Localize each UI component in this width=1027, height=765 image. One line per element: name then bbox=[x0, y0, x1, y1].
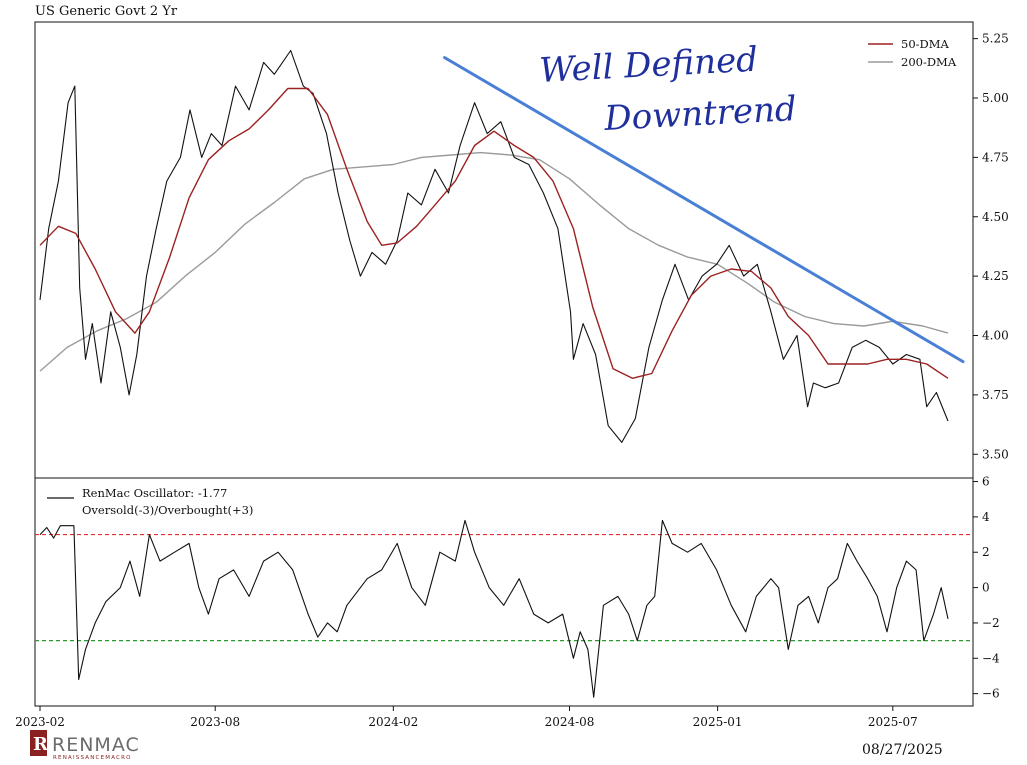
series-line-200-dma bbox=[39, 151, 949, 372]
osc-y-tick-label: 0 bbox=[982, 581, 990, 595]
logo-name: RENMAC bbox=[52, 734, 140, 756]
oscillator-legend: RenMac Oscillator: -1.77 Oversold(-3)/Ov… bbox=[47, 486, 253, 517]
x-tick-label: 2023-02 bbox=[15, 715, 65, 729]
y-tick-label: 4.25 bbox=[982, 269, 1009, 283]
x-tick-label: 2025-07 bbox=[868, 715, 918, 729]
osc-y-tick-label: 6 bbox=[982, 475, 990, 489]
osc-y-tick-label: 2 bbox=[982, 545, 990, 559]
osc-y-tick-label: −6 bbox=[982, 687, 1000, 701]
logo-mark-glyph: R bbox=[33, 734, 49, 755]
osc-y-tick-label: 4 bbox=[982, 510, 990, 524]
legend-200dma-label: 200-DMA bbox=[901, 55, 957, 69]
annotation-line-2: Downtrend bbox=[602, 89, 797, 139]
legend-50dma-label: 50-DMA bbox=[901, 37, 950, 51]
y-tick-label: 5.00 bbox=[982, 91, 1009, 105]
y-tick-label: 3.75 bbox=[982, 388, 1009, 402]
x-tick-label: 2024-08 bbox=[545, 715, 595, 729]
oscillator-layer bbox=[35, 519, 973, 698]
oscillator-panel-frame bbox=[34, 477, 974, 707]
y-tick-label: 4.00 bbox=[982, 329, 1009, 343]
legend-oscillator-label: RenMac Oscillator: -1.77 bbox=[82, 486, 227, 500]
x-tick-label: 2024-02 bbox=[368, 715, 418, 729]
y-tick-label: 4.50 bbox=[982, 210, 1009, 224]
legend-band-label: Oversold(-3)/Overbought(+3) bbox=[82, 503, 253, 517]
renmac-logo: R RENMAC RENAISSANCEMACRO bbox=[30, 730, 140, 761]
annotation-line-1: Well Defined bbox=[538, 40, 758, 91]
y-tick-label: 3.50 bbox=[982, 447, 1009, 461]
x-tick-label: 2025-01 bbox=[693, 715, 743, 729]
osc-y-tick-label: −4 bbox=[982, 651, 1000, 665]
osc-y-tick-label: −2 bbox=[982, 616, 1000, 630]
axis-layer: 3.50 3.75 4.00 4.25 4.50 4.75 5.00 5.25 −6 −4 −2 0 2… bbox=[15, 32, 1009, 729]
logo-mark bbox=[30, 730, 47, 756]
series-line-renmac-oscillator bbox=[39, 519, 949, 698]
report-date: 08/27/2025 bbox=[862, 742, 943, 758]
price-layer bbox=[39, 49, 965, 443]
downtrend-trendline bbox=[443, 56, 965, 364]
x-tick-label: 2023-08 bbox=[190, 715, 240, 729]
y-tick-label: 5.25 bbox=[982, 32, 1009, 46]
y-tick-label: 4.75 bbox=[982, 150, 1009, 164]
chart-title: US Generic Govt 2 Yr bbox=[35, 4, 178, 19]
logo-subtitle: RENAISSANCEMACRO bbox=[53, 755, 132, 761]
series-line-50-dma bbox=[39, 87, 949, 379]
series-line-us-generic-govt-2-yr bbox=[39, 49, 949, 443]
price-panel-frame bbox=[34, 21, 974, 479]
price-legend: 50-DMA 200-DMA bbox=[868, 37, 957, 69]
